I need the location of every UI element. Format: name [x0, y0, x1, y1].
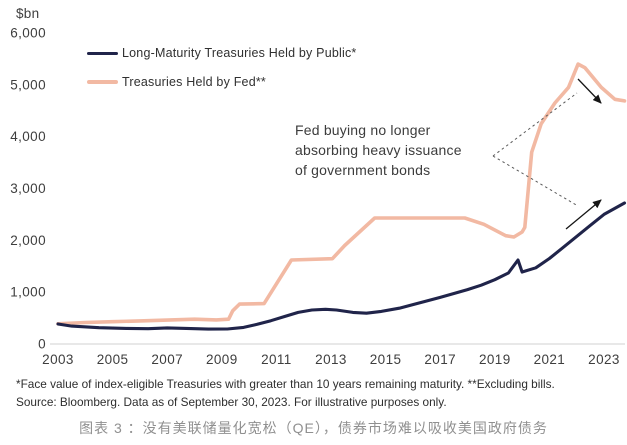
x-tick-label: 2011 — [261, 352, 292, 367]
fed-decline-arrow — [577, 78, 602, 104]
callout-dash-lower — [492, 155, 579, 207]
y-axis-tick-labels: 0 1,000 2,000 3,000 4,000 5,000 6,000 — [10, 26, 46, 352]
public-treasuries-line — [56, 201, 627, 331]
footnote-line-1: *Face value of index-eligible Treasuries… — [16, 377, 555, 391]
y-axis-unit-label: $bn — [16, 6, 40, 21]
fed-treasuries-line — [56, 62, 627, 326]
y-tick-label: 3,000 — [10, 181, 46, 196]
x-tick-label: 2005 — [97, 352, 129, 367]
y-tick-label: 4,000 — [10, 129, 46, 144]
legend-label-fed: Treasuries Held by Fed** — [122, 75, 266, 89]
legend-item-fed: Treasuries Held by Fed** — [87, 75, 357, 89]
figure-caption: 图表 3 ：没有美联储量化宽松（QE），债券市场难以吸收美国政府债务 — [79, 420, 548, 436]
legend-label-public: Long-Maturity Treasuries Held by Public* — [122, 46, 357, 60]
y-tick-label: 1,000 — [10, 285, 46, 300]
x-tick-label: 2013 — [315, 352, 347, 367]
x-axis-tick-labels: 2003 2005 2007 2009 2011 2013 2015 2017 2019 2021… — [42, 352, 620, 367]
footnote: *Face value of index-eligible Treasuries… — [16, 376, 616, 412]
callout-dash-upper — [492, 92, 578, 157]
public-line-swatch — [87, 51, 118, 55]
x-tick-label: 2003 — [42, 352, 74, 367]
footnote-line-2: Source: Bloomberg. Data as of September … — [16, 394, 447, 409]
public-rise-arrow — [565, 199, 602, 230]
y-tick-label: 5,000 — [10, 77, 46, 92]
x-tick-label: 2021 — [534, 352, 566, 367]
legend-item-public: Long-Maturity Treasuries Held by Public* — [87, 46, 357, 60]
y-tick-label: 2,000 — [10, 233, 46, 248]
annotation-callout-lines — [492, 92, 579, 207]
y-tick-label: 0 — [38, 337, 46, 352]
x-tick-label: 2009 — [206, 352, 238, 367]
y-tick-label: 6,000 — [10, 26, 46, 41]
x-tick-label: 2015 — [370, 352, 402, 367]
legend: Long-Maturity Treasuries Held by Public*… — [87, 46, 357, 89]
annotation-text: Fed buying no longer absorbing heavy iss… — [295, 122, 462, 178]
x-tick-label: 2007 — [151, 352, 183, 367]
fed-line-swatch — [87, 80, 118, 84]
x-tick-label: 2019 — [479, 352, 511, 367]
x-tick-label: 2023 — [588, 352, 620, 367]
x-tick-label: 2017 — [424, 352, 456, 367]
line-chart: 0 1,000 2,000 3,000 4,000 5,000 6,000 2003 2005… — [10, 26, 627, 367]
